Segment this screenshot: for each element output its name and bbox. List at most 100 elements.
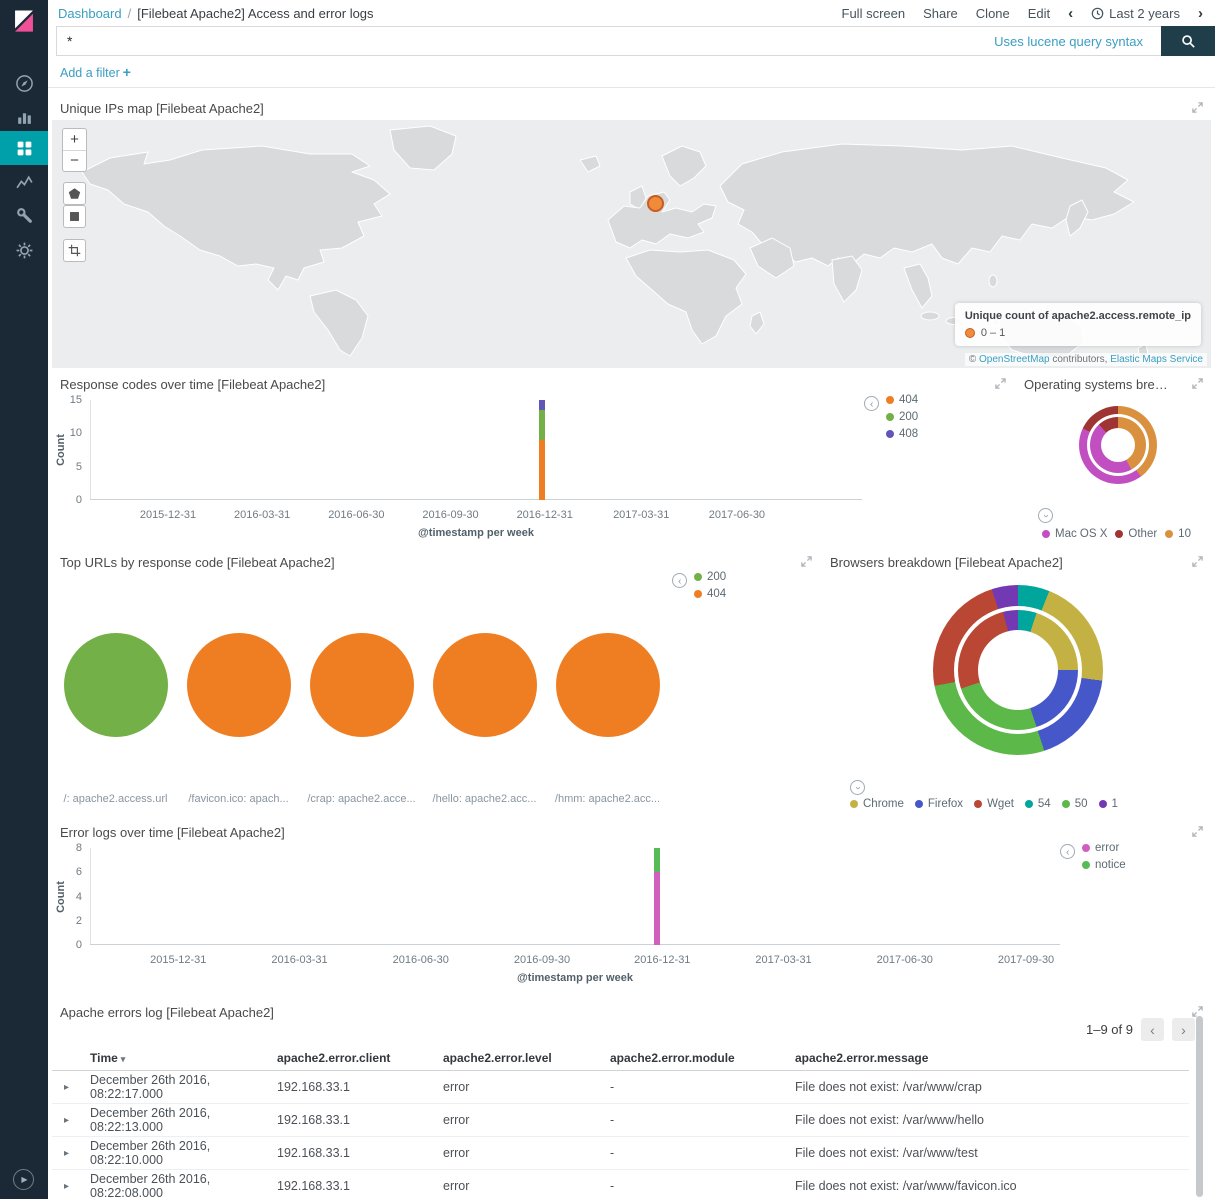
openstreetmap-link[interactable]: OpenStreetMap xyxy=(978,354,1050,365)
legend-item-200[interactable]: 200 xyxy=(694,571,726,583)
expand-icon[interactable] xyxy=(801,556,812,567)
expand-icon[interactable] xyxy=(1192,1006,1203,1017)
table-row[interactable]: ▸ December 26th 2016, 08:22:17.000 192.168… xyxy=(52,1071,1189,1104)
bar-segment-notice[interactable] xyxy=(654,848,661,873)
legend-item-50[interactable]: 50 xyxy=(1061,798,1088,810)
legend-item-error[interactable]: error xyxy=(1082,842,1126,854)
draw-rectangle-button[interactable] xyxy=(63,205,86,228)
pie-slice-404[interactable] xyxy=(555,633,660,737)
legend-item-Mac OS X[interactable]: Mac OS X xyxy=(1042,528,1107,540)
table-scrollbar[interactable] xyxy=(1196,1016,1203,1197)
sidebar-item-management[interactable] xyxy=(0,233,48,267)
row-expand-icon[interactable]: ▸ xyxy=(64,1114,70,1126)
share-button[interactable]: Share xyxy=(923,6,958,21)
legend-color-dot xyxy=(886,413,894,421)
map-legend-range: 0 – 1 xyxy=(980,327,1006,339)
column-header-level[interactable]: apache2.error.level xyxy=(443,1051,552,1065)
legend-item-54[interactable]: 54 xyxy=(1024,798,1051,810)
column-header-module[interactable]: apache2.error.module xyxy=(610,1051,735,1065)
legend-item-Wget[interactable]: Wget xyxy=(974,798,1014,810)
add-filter-button[interactable]: Add a filter + xyxy=(60,64,131,80)
edit-button[interactable]: Edit xyxy=(1027,6,1051,21)
full-screen-button[interactable]: Full screen xyxy=(841,6,906,21)
legend-item-notice[interactable]: notice xyxy=(1082,859,1126,871)
expand-icon[interactable] xyxy=(1192,826,1203,837)
next-page-button[interactable]: › xyxy=(1172,1018,1195,1041)
table-row[interactable]: ▸ December 26th 2016, 08:22:13.000 192.168… xyxy=(52,1104,1189,1137)
clone-button[interactable]: Clone xyxy=(975,6,1010,21)
legend-toggle[interactable]: › xyxy=(864,396,879,411)
legend-toggle[interactable]: › xyxy=(850,780,865,795)
x-tick-label: 2016-09-30 xyxy=(422,509,479,521)
expand-icon[interactable] xyxy=(1192,556,1203,567)
kibana-logo[interactable] xyxy=(11,8,37,34)
x-tick-label: 2016-06-30 xyxy=(328,509,385,521)
sidebar-item-timelion[interactable] xyxy=(0,165,48,199)
prev-page-button[interactable]: ‹ xyxy=(1141,1018,1164,1041)
sidebar-item-dev-tools[interactable] xyxy=(0,198,48,232)
search-icon xyxy=(1181,34,1195,48)
crop-tool-button[interactable] xyxy=(63,239,86,262)
bar-segment-408[interactable] xyxy=(538,400,545,410)
legend-item-404[interactable]: 404 xyxy=(694,588,726,600)
x-axis-line xyxy=(90,944,1060,945)
legend-toggle[interactable]: › xyxy=(1038,508,1053,523)
column-header-time[interactable]: Time ▾ xyxy=(90,1051,277,1070)
pie-slice-404[interactable] xyxy=(309,633,414,737)
column-header-client[interactable]: apache2.error.client xyxy=(277,1051,391,1065)
panel-title: Browsers breakdown [Filebeat Apache2] xyxy=(830,555,1063,570)
pie-slice-404[interactable] xyxy=(432,633,537,737)
zoom-in-button[interactable]: + xyxy=(63,129,86,151)
legend-item-Chrome[interactable]: Chrome xyxy=(850,798,904,810)
lucene-syntax-link[interactable]: Uses lucene query syntax xyxy=(994,33,1143,49)
bar-segment-200[interactable] xyxy=(538,410,545,440)
rectangle-icon xyxy=(70,212,79,221)
elastic-maps-service-link[interactable]: Elastic Maps Service xyxy=(1110,354,1203,365)
zoom-out-button[interactable]: − xyxy=(70,152,79,170)
legend-item-1[interactable]: 1 xyxy=(1098,798,1118,810)
cell-client: 192.168.33.1 xyxy=(277,1146,350,1160)
breadcrumb-dashboard[interactable]: Dashboard xyxy=(58,6,122,21)
filter-bar: Add a filter + xyxy=(48,56,1215,88)
row-expand-icon[interactable]: ▸ xyxy=(64,1180,70,1192)
map-canvas[interactable]: + − Unique count of apache2.access.remot… xyxy=(52,120,1211,368)
pie-slice-200[interactable] xyxy=(63,633,168,737)
pie-label: /hmm: apache2.acc... xyxy=(554,793,661,805)
app-sidebar: ▶ xyxy=(0,0,48,1199)
legend-item-10[interactable]: 10 xyxy=(1165,528,1191,540)
legend-item-200[interactable]: 200 xyxy=(886,411,918,423)
sidebar-item-dashboard[interactable] xyxy=(0,131,48,165)
column-header-message[interactable]: apache2.error.message xyxy=(795,1051,929,1065)
expand-icon[interactable] xyxy=(995,378,1006,389)
expand-icon[interactable] xyxy=(1192,102,1203,113)
bar-chart-icon xyxy=(17,112,31,124)
legend-item-Firefox[interactable]: Firefox xyxy=(914,798,963,810)
row-expand-icon[interactable]: ▸ xyxy=(64,1147,70,1159)
query-input[interactable] xyxy=(67,33,995,49)
y-tick-label: 6 xyxy=(75,866,82,879)
bar-segment-error[interactable] xyxy=(654,872,661,945)
legend-toggle[interactable]: › xyxy=(672,573,687,588)
map-marker[interactable] xyxy=(647,195,664,212)
time-picker[interactable]: Last 2 years xyxy=(1091,6,1180,21)
time-forward-button[interactable]: › xyxy=(1198,5,1203,22)
sidebar-collapse-button[interactable]: ▶ xyxy=(13,1169,34,1190)
table-row[interactable]: ▸ December 26th 2016, 08:22:08.000 192.168… xyxy=(52,1170,1189,1199)
expand-icon[interactable] xyxy=(1192,378,1203,389)
legend-item-Other[interactable]: Other xyxy=(1115,528,1157,540)
table-row[interactable]: ▸ December 26th 2016, 08:22:10.000 192.168… xyxy=(52,1137,1189,1170)
sidebar-item-visualize[interactable] xyxy=(0,100,48,134)
legend-item-408[interactable]: 408 xyxy=(886,428,918,440)
pie-cell: /hmm: apache2.acc... xyxy=(546,633,669,805)
draw-polygon-button[interactable] xyxy=(63,182,86,205)
row-expand-icon[interactable]: ▸ xyxy=(64,1081,70,1093)
panel-browsers-breakdown: Browsers breakdown [Filebeat Apache2] › … xyxy=(822,548,1211,816)
search-button[interactable] xyxy=(1161,26,1215,56)
bar-segment-404[interactable] xyxy=(538,440,545,500)
legend-toggle[interactable]: › xyxy=(1060,844,1075,859)
legend-item-404[interactable]: 404 xyxy=(886,394,918,406)
time-back-button[interactable]: ‹ xyxy=(1068,5,1074,22)
y-axis-line xyxy=(90,848,91,945)
sidebar-item-discover[interactable] xyxy=(0,66,48,100)
pie-slice-404[interactable] xyxy=(186,633,291,737)
